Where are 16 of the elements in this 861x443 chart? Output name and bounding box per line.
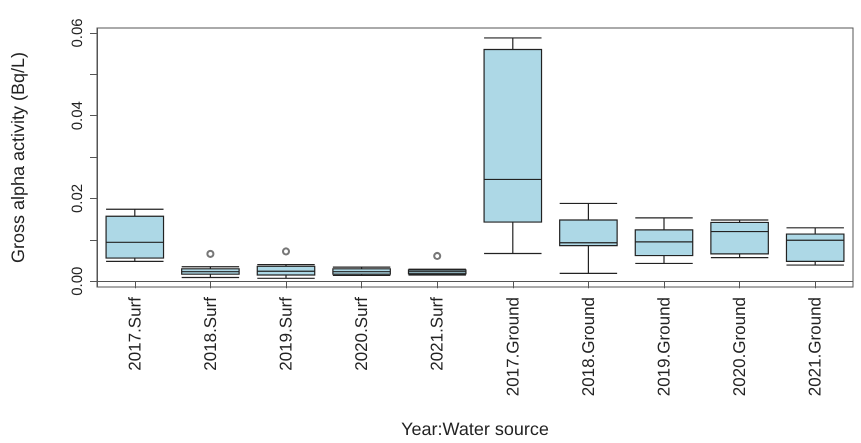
x-tick-label: 2021.Surf <box>428 296 447 371</box>
y-tick-label: 0.04 <box>69 101 86 130</box>
y-tick-label: 0.06 <box>69 18 86 48</box>
x-axis-title: Year:Water source <box>401 419 549 439</box>
y-tick-label: 0.02 <box>69 184 86 214</box>
x-tick-label: 2019.Ground <box>654 297 674 396</box>
x-tick-label: 2017.Ground <box>503 297 522 396</box>
y-axis-title: Gross alpha activity (Bq/L) <box>8 52 28 264</box>
x-tick-label: 2020.Surf <box>352 296 372 371</box>
x-tick-label: 2021.Ground <box>806 297 825 396</box>
x-tick-label: 2019.Surf <box>276 296 296 371</box>
y-tick-label: 0.00 <box>69 266 86 296</box>
x-tick-label: 2018.Surf <box>200 296 220 371</box>
x-tick-label: 2018.Ground <box>578 297 598 396</box>
x-tick-label: 2017.Surf <box>125 296 144 371</box>
x-tick-label: 2020.Ground <box>730 297 750 396</box>
